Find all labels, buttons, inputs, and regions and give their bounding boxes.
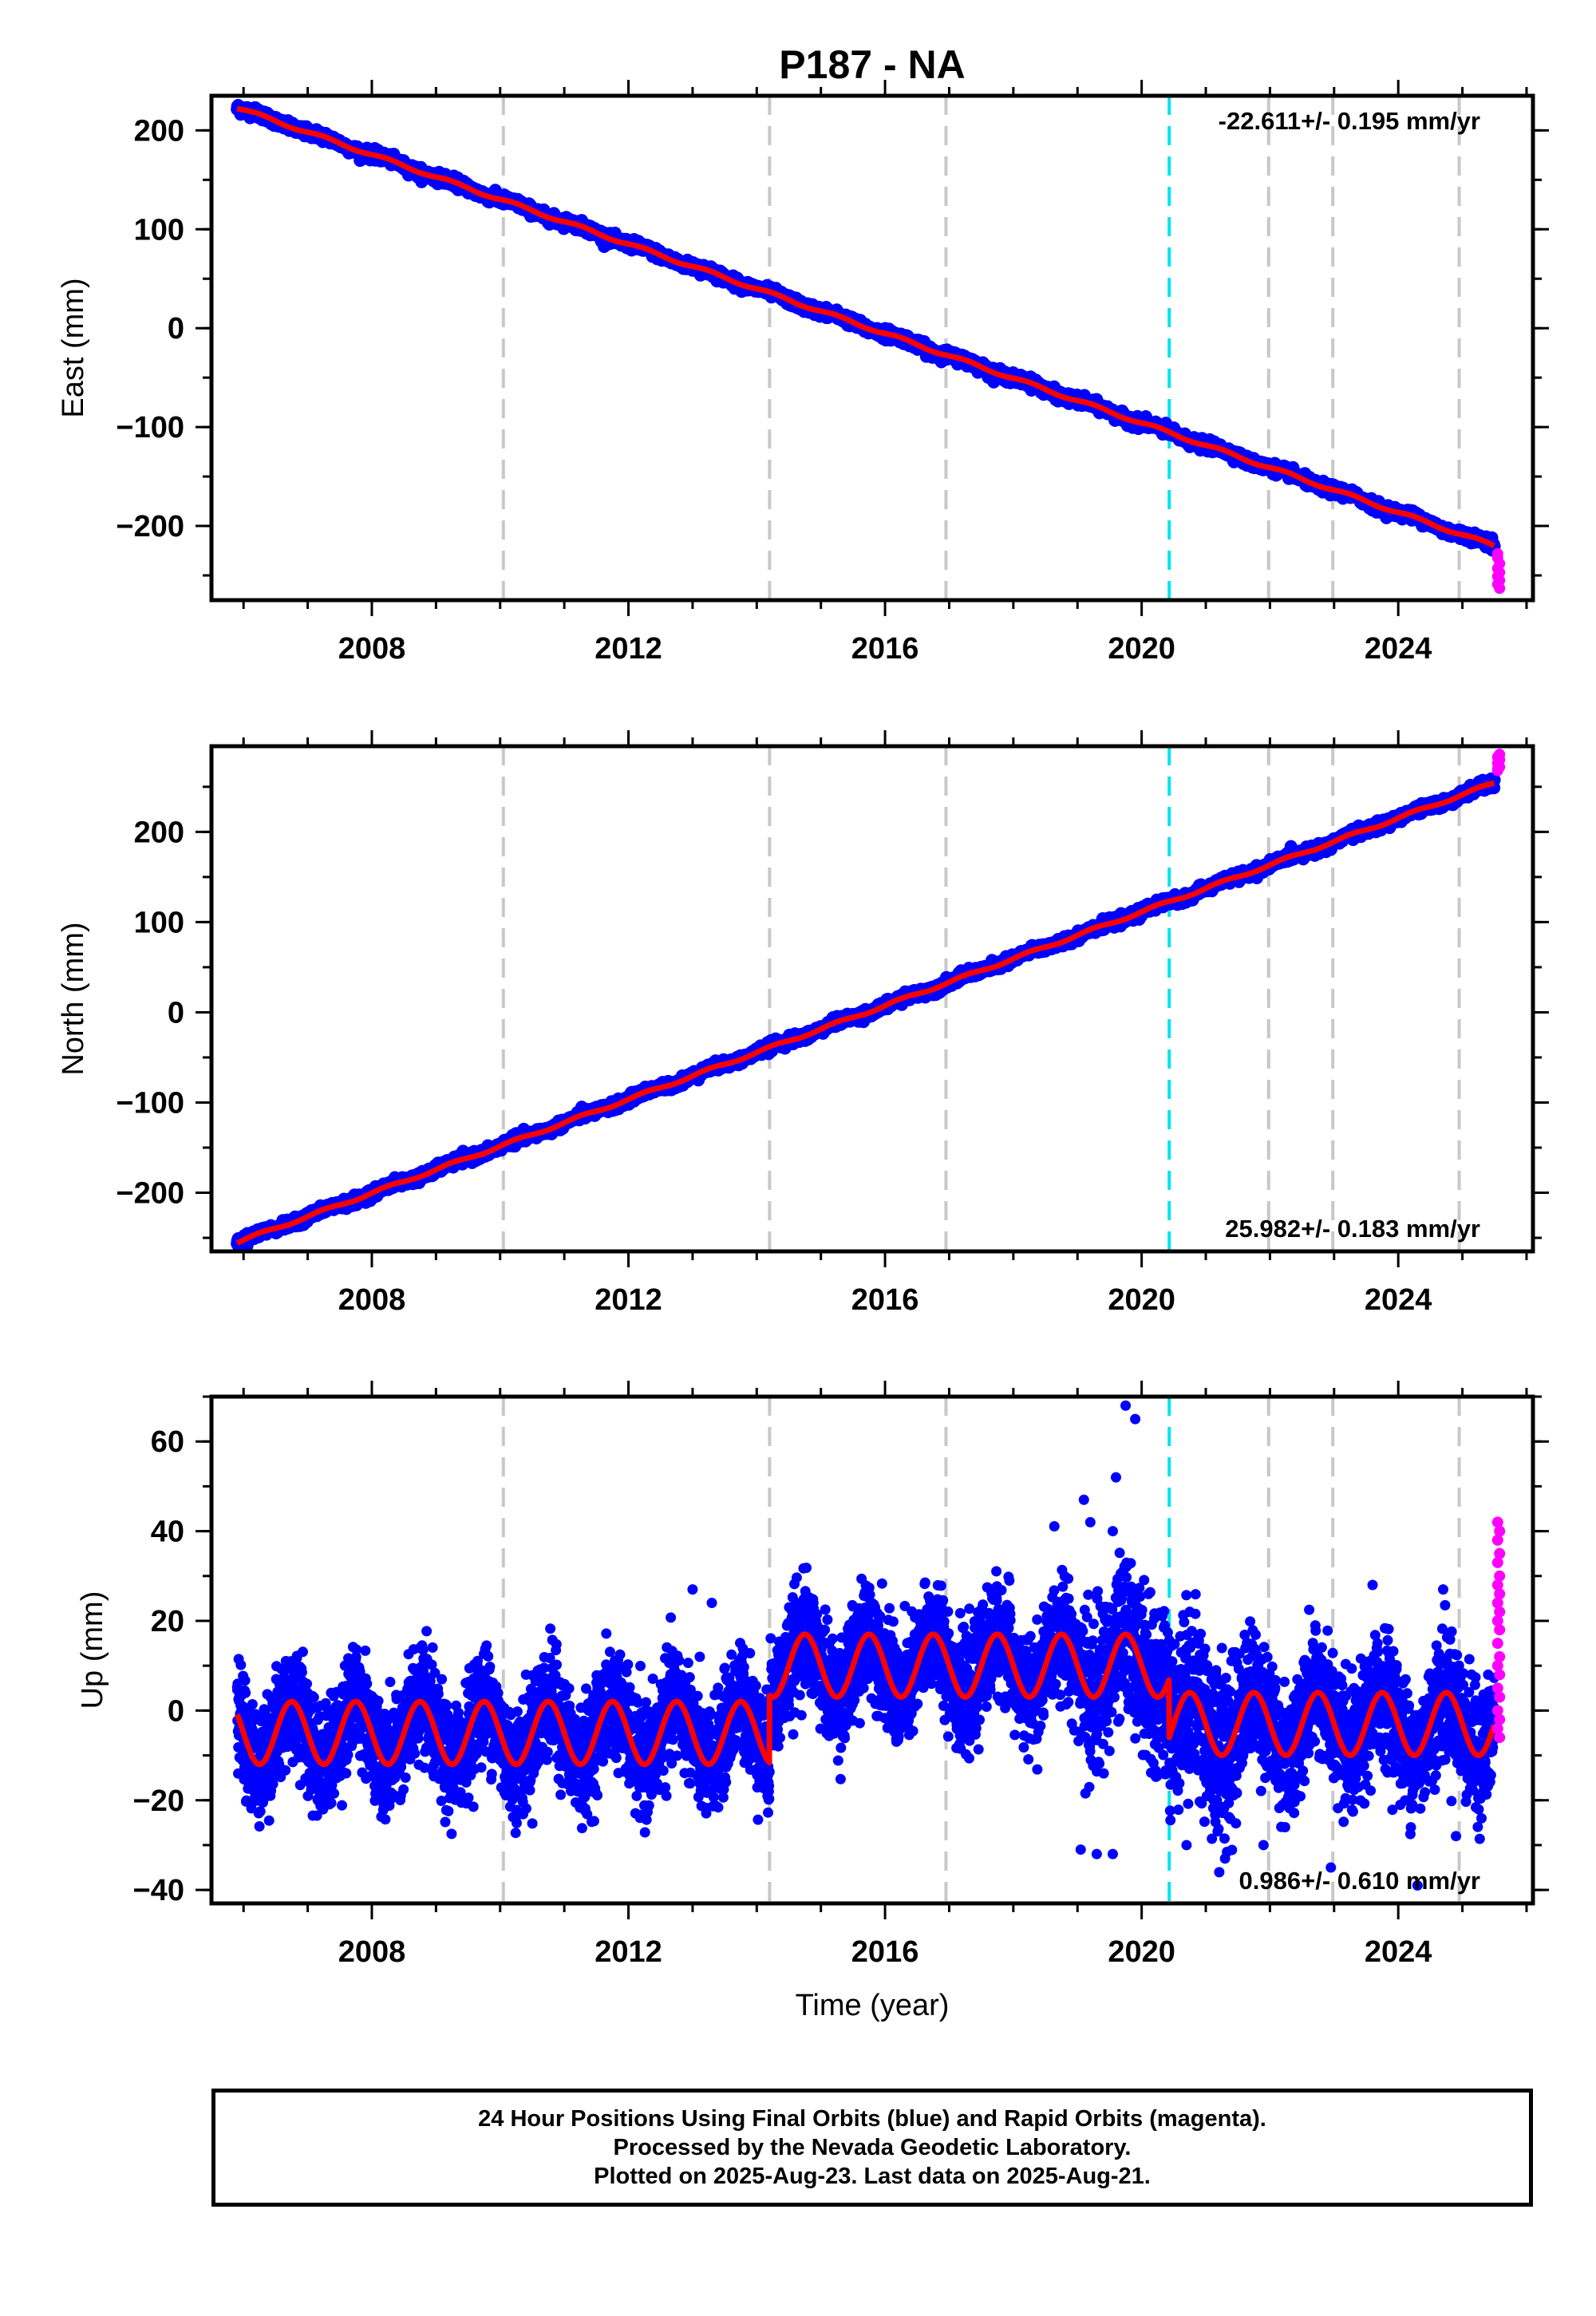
x-tick-label: 2012 — [595, 632, 662, 666]
rapid-point — [1494, 583, 1506, 595]
chart-title: P187 - NA — [779, 42, 965, 87]
panel-east: 2008 2012 2016 2020 2024 −200 −100 0 100 200 East … — [57, 80, 1549, 666]
x-tick-label: 2020 — [1108, 632, 1175, 666]
y-tick-label: −100 — [116, 411, 184, 445]
y-tick-label: 0 — [168, 312, 184, 346]
plot-area — [231, 96, 1506, 600]
x-tick-label: 2008 — [338, 632, 406, 666]
rapid-point — [1491, 547, 1503, 559]
panel-north: 2008 2012 2016 2020 2024−200−1000100200North… — [57, 730, 1549, 1317]
x-tick-label: 2016 — [851, 632, 919, 666]
y-tick-label: −200 — [116, 510, 184, 543]
x-tick-label: 2024 — [1365, 632, 1432, 666]
y-tick-label: 100 — [134, 213, 184, 247]
rate-label: -22.611+/- 0.195 mm/yr — [1219, 107, 1480, 135]
plot-area — [231, 746, 1506, 1251]
rapid-orbit-points — [1491, 547, 1506, 595]
y-tick-label: 200 — [134, 114, 184, 148]
y-axis-label: East (mm) — [57, 278, 90, 417]
model-fit-line — [235, 105, 1497, 549]
